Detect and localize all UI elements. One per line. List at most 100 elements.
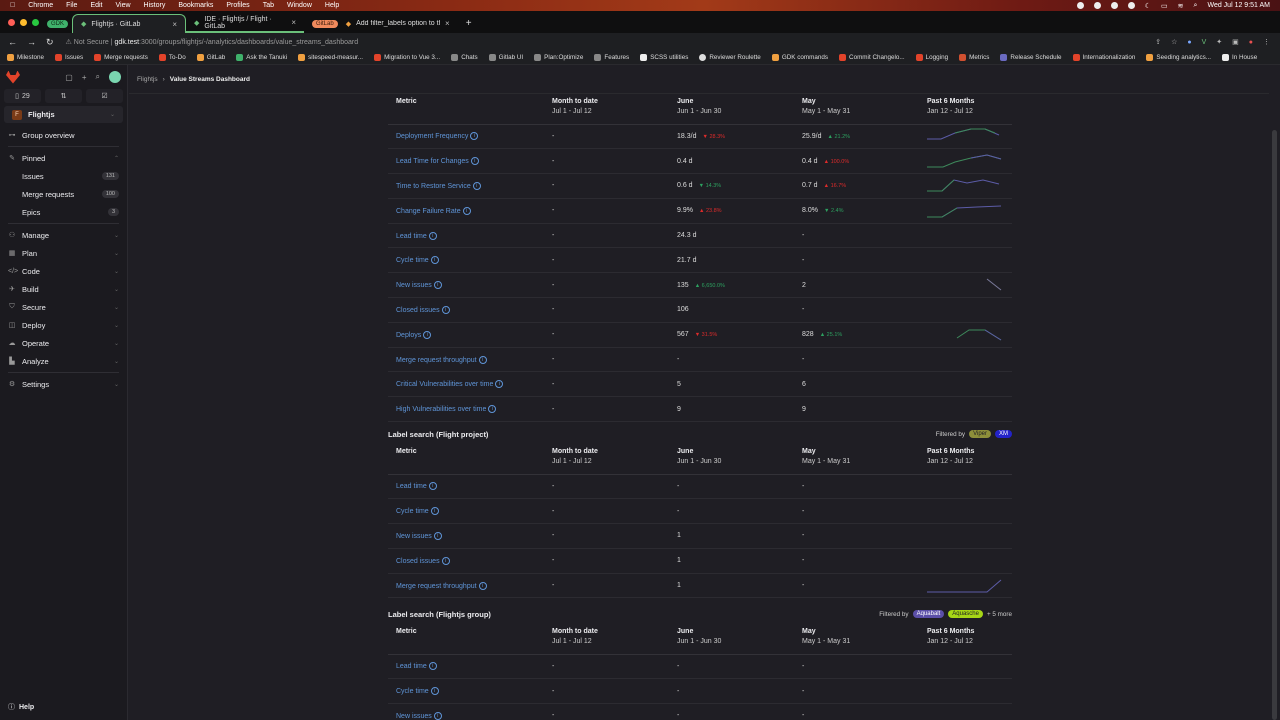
sparkline[interactable] (919, 272, 1012, 299)
url-input[interactable]: ⚠ Not Secure | gdk.test:3000/groups/flig… (65, 39, 359, 46)
metric-link[interactable]: Deploys i (388, 322, 544, 348)
metric-link[interactable]: Cycle time i (388, 678, 544, 705)
sidebar-item-epics[interactable]: Epics 3 (0, 203, 127, 221)
sidebar-item-merge-requests[interactable]: Merge requests 100 (0, 185, 127, 203)
sidebar-item-plan[interactable]: ▦ Plan ⌄ (8, 248, 119, 258)
collapse-sidebar-icon[interactable]: ▢ (65, 72, 73, 82)
bookmark-merge-requests[interactable]: Merge requests (94, 54, 148, 61)
metric-link[interactable]: Lead Time for Changes i (388, 148, 544, 175)
metric-link[interactable]: Critical Vulnerabilities over time i (388, 371, 544, 398)
new-tab-button[interactable]: + (465, 18, 472, 29)
sparkline[interactable] (919, 198, 1012, 224)
menu-view[interactable]: View (110, 2, 131, 9)
status-icon[interactable] (1127, 2, 1135, 9)
profile-avatar[interactable]: ● (1248, 38, 1253, 46)
bookmark-vue3[interactable]: Migration to Vue 3... (374, 54, 440, 61)
metric-link[interactable]: Merge request throughput i (388, 573, 544, 599)
tab-flightjs-gitlab[interactable]: ◆ Flightjs · GitLab × (72, 14, 187, 33)
tab-filter-labels[interactable]: ◆ Add filter_labels option to the × (338, 14, 458, 33)
label-badge[interactable]: Viper (969, 430, 991, 438)
sidebar-item-build[interactable]: ✈ Build ⌄ (9, 284, 119, 294)
user-avatar[interactable] (109, 71, 121, 83)
extension-icon[interactable]: V (1201, 38, 1207, 46)
breadcrumb-current[interactable]: Value Streams Dashboard (169, 75, 250, 83)
forward-icon[interactable]: → (27, 36, 36, 47)
bookmark-in-house[interactable]: In House (1222, 54, 1257, 61)
label-badge[interactable]: XM (995, 430, 1012, 438)
minimize-window-button[interactable] (20, 19, 27, 26)
status-icon[interactable] (1076, 2, 1084, 9)
sparkline[interactable] (919, 573, 1012, 599)
label-badge[interactable]: Aquasche (948, 610, 983, 618)
bookmark-i18n[interactable]: Internationalization (1072, 54, 1135, 61)
bookmark-seeding[interactable]: Seeding analytics... (1146, 54, 1211, 61)
menu-file[interactable]: File (60, 2, 77, 9)
bookmark-ask-tanuki[interactable]: Ask the Tanuki (236, 54, 287, 61)
metric-link[interactable]: Cycle time i (388, 498, 544, 525)
bookmark-milestone[interactable]: Milestone (7, 54, 44, 61)
share-icon[interactable]: ⇪ (1155, 39, 1162, 46)
help-button[interactable]: ⓘ Help (8, 703, 35, 712)
menu-edit[interactable]: Edit (85, 2, 102, 9)
close-tab-icon[interactable]: × (445, 19, 450, 28)
bookmark-gdk-commands[interactable]: GDK commands (771, 54, 828, 61)
plus-icon[interactable]: + (81, 72, 87, 82)
more-labels-link[interactable]: + 5 more (986, 610, 1012, 618)
bookmark-reviewer-roulette[interactable]: Reviewer Roulette (699, 54, 761, 61)
sidebar-item-deploy[interactable]: ◫ Deploy ⌄ (8, 320, 119, 330)
sidebar-item-analyze[interactable]: ▙ Analyze ⌄ (9, 356, 119, 366)
label-badge[interactable]: Aquabalt (912, 610, 945, 618)
metric-link[interactable]: Time to Restore Service i (388, 173, 544, 199)
menu-profiles[interactable]: Profiles (221, 2, 249, 9)
metric-link[interactable]: New issues i (388, 272, 544, 299)
bookmark-metrics[interactable]: Metrics (959, 54, 989, 61)
metric-link[interactable]: Closed issues i (388, 297, 544, 323)
star-icon[interactable]: ☆ (1171, 39, 1178, 46)
metric-link[interactable]: Lead time i (388, 474, 544, 500)
sidepanel-icon[interactable]: ▣ (1232, 39, 1239, 46)
metric-link[interactable]: High Vulnerabilities over time i (388, 396, 544, 423)
group-switcher[interactable]: F Flightjs ⌄ (4, 106, 123, 123)
bookmark-gitlab[interactable]: GitLab (196, 54, 225, 61)
metric-link[interactable]: Lead time i (388, 223, 544, 249)
bookmark-features[interactable]: Features (594, 54, 629, 61)
bookmark-commit-changelog[interactable]: Commit Changelo... (839, 54, 905, 61)
reload-icon[interactable]: ↻ (46, 36, 54, 47)
metric-link[interactable]: Deployment Frequency i (388, 124, 544, 150)
menu-window[interactable]: Window (281, 2, 312, 9)
tab-group-gdk[interactable]: GDK (47, 20, 69, 28)
bookmark-todo[interactable]: To-Do (158, 54, 186, 61)
bookmark-scss[interactable]: SCSS utilities (640, 54, 688, 61)
sidebar-item-settings[interactable]: ⚙ Settings ⌄ (8, 379, 119, 389)
merge-requests-button[interactable]: ⇅ (45, 89, 82, 103)
bookmark-gitlab-ui[interactable]: Gitlab UI (488, 54, 523, 61)
back-icon[interactable]: ← (8, 36, 17, 47)
battery-icon[interactable]: ▭ (1161, 2, 1168, 10)
metric-link[interactable]: Merge request throughput i (388, 347, 544, 373)
sidebar-item-code[interactable]: </> Code ⌄ (8, 266, 119, 276)
close-window-button[interactable] (8, 19, 15, 26)
bookmark-chats[interactable]: Chats (451, 54, 478, 61)
sidebar-item-operate[interactable]: ☁ Operate ⌄ (8, 338, 120, 348)
metric-link[interactable]: Lead time i (388, 654, 544, 680)
apple-icon[interactable]:  (10, 2, 15, 9)
tab-group-gitlab[interactable]: GitLab (312, 20, 338, 28)
sidebar-pinned-toggle[interactable]: ✎ Pinned ⌃ (9, 153, 119, 163)
clock[interactable]: Wed Jul 12 9:51 AM (1207, 2, 1270, 9)
sparkline[interactable] (919, 148, 1012, 175)
bookmark-release-schedule[interactable]: Release Schedule (1000, 54, 1062, 61)
gitlab-logo[interactable] (6, 70, 20, 84)
sparkline[interactable] (919, 322, 1012, 348)
bookmark-sitespeed[interactable]: sitespeed-measur... (298, 54, 363, 61)
status-icon[interactable] (1110, 2, 1118, 9)
sidebar-item-group-overview[interactable]: ⊶ Group overview (8, 130, 75, 140)
zoom-window-button[interactable] (32, 19, 39, 26)
extension-icon[interactable]: ● (1187, 38, 1192, 46)
breadcrumb-parent[interactable]: Flightjs (137, 75, 158, 83)
puzzle-icon[interactable]: ✦ (1216, 39, 1223, 46)
more-icon[interactable]: ⋮ (1263, 39, 1270, 46)
issues-count-button[interactable]: ▯ 29 (4, 89, 41, 103)
status-icon[interactable] (1093, 2, 1101, 9)
sidebar-item-manage[interactable]: ⚇ Manage ⌄ (8, 230, 119, 240)
metric-link[interactable]: Cycle time i (388, 247, 544, 274)
